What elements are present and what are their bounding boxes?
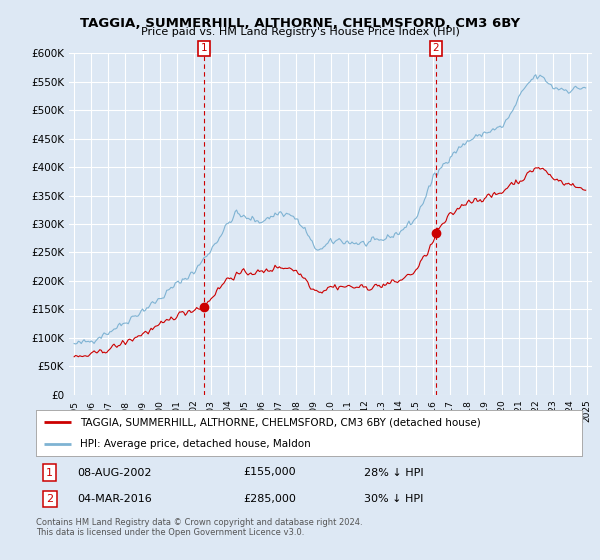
Text: 1: 1: [200, 43, 207, 53]
Text: TAGGIA, SUMMERHILL, ALTHORNE, CHELMSFORD, CM3 6BY: TAGGIA, SUMMERHILL, ALTHORNE, CHELMSFORD…: [80, 17, 520, 30]
Text: HPI: Average price, detached house, Maldon: HPI: Average price, detached house, Mald…: [80, 439, 310, 449]
Text: £155,000: £155,000: [244, 468, 296, 478]
Text: TAGGIA, SUMMERHILL, ALTHORNE, CHELMSFORD, CM3 6BY (detached house): TAGGIA, SUMMERHILL, ALTHORNE, CHELMSFORD…: [80, 417, 481, 427]
Text: 2: 2: [46, 494, 53, 504]
Text: Contains HM Land Registry data © Crown copyright and database right 2024.
This d: Contains HM Land Registry data © Crown c…: [36, 518, 362, 538]
Text: 2: 2: [433, 43, 439, 53]
Text: 04-MAR-2016: 04-MAR-2016: [77, 494, 152, 504]
Text: Price paid vs. HM Land Registry's House Price Index (HPI): Price paid vs. HM Land Registry's House …: [140, 27, 460, 38]
Text: 1: 1: [46, 468, 53, 478]
Text: 30% ↓ HPI: 30% ↓ HPI: [364, 494, 423, 504]
Text: 08-AUG-2002: 08-AUG-2002: [77, 468, 151, 478]
Text: £285,000: £285,000: [244, 494, 296, 504]
Text: 28% ↓ HPI: 28% ↓ HPI: [364, 468, 423, 478]
